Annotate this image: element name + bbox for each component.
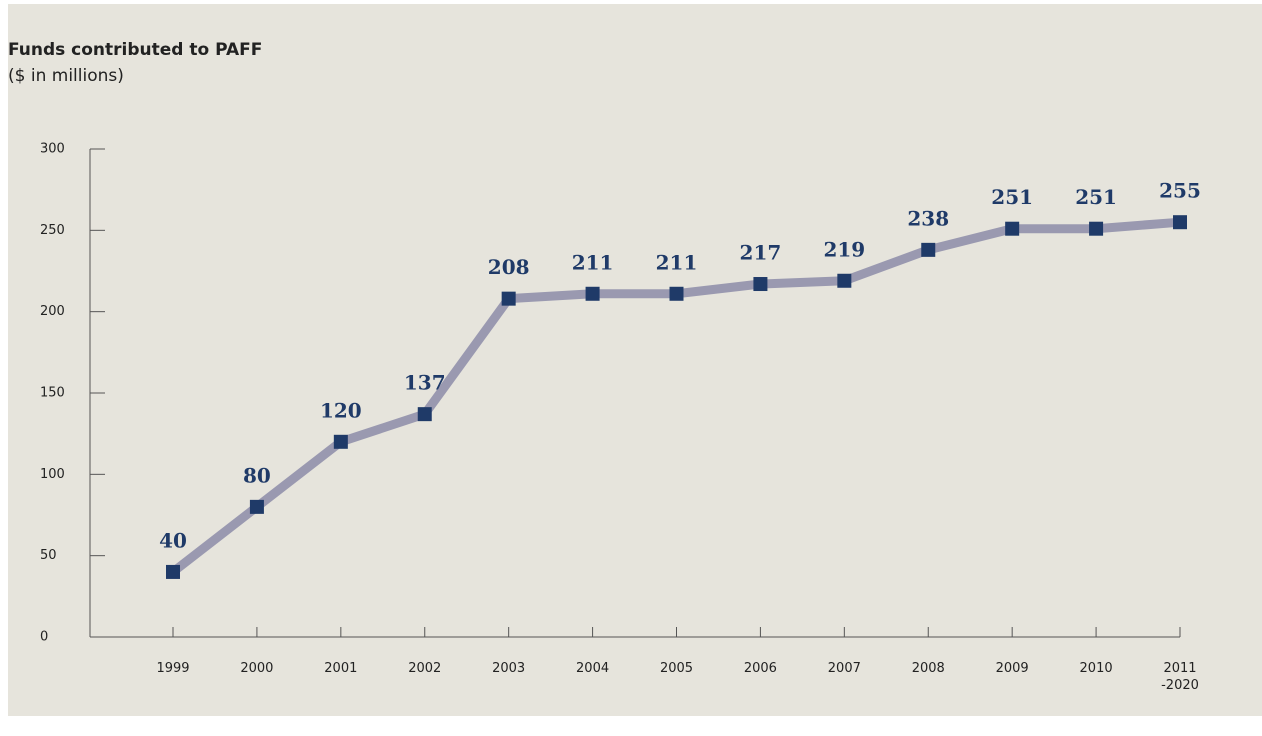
point-marker xyxy=(249,499,264,514)
series-line xyxy=(170,217,1181,576)
x-tick-label: 2011 -2020 xyxy=(1161,661,1199,693)
point-marker xyxy=(1089,221,1104,236)
x-tick-label: 2000 xyxy=(240,661,274,676)
point-marker xyxy=(166,564,180,579)
point-marker xyxy=(669,286,684,301)
x-tick-label: 2009 xyxy=(995,661,1029,676)
y-tick-label: 150 xyxy=(40,386,65,401)
chart-panel xyxy=(8,4,1262,716)
value-label: 120 xyxy=(320,398,362,422)
y-tick-label: 50 xyxy=(40,548,57,563)
x-tick-label: 2001 xyxy=(324,661,358,676)
chart-title: Funds contributed to PAFF xyxy=(8,40,262,60)
value-label: 238 xyxy=(907,206,949,230)
y-tick-label: 0 xyxy=(40,630,48,645)
y-tick-label: 200 xyxy=(40,304,65,319)
value-label: 137 xyxy=(404,371,446,395)
point-marker xyxy=(501,291,516,306)
x-tick-label: 1999 xyxy=(156,661,190,676)
x-tick-label: 2002 xyxy=(408,661,442,676)
point-marker xyxy=(333,434,348,449)
x-tick-label: 2005 xyxy=(659,661,694,676)
point-marker xyxy=(837,273,852,288)
chart-subtitle: ($ in millions) xyxy=(8,66,124,86)
point-marker xyxy=(417,407,432,422)
point-marker xyxy=(585,286,600,301)
x-tick-label: 2006 xyxy=(743,661,777,676)
value-label: 255 xyxy=(1159,179,1201,203)
point-marker xyxy=(753,277,768,292)
value-label: 251 xyxy=(1075,185,1117,209)
point-marker xyxy=(1173,215,1187,230)
value-label: 217 xyxy=(740,241,782,265)
y-tick-label: 100 xyxy=(40,467,65,482)
value-label: 211 xyxy=(656,250,698,274)
x-tick-label: 2010 xyxy=(1079,661,1113,676)
x-tick-label: 2008 xyxy=(911,661,945,676)
point-marker xyxy=(921,242,936,257)
x-tick-label: 2004 xyxy=(576,661,610,676)
y-tick-label: 300 xyxy=(40,142,65,157)
value-label: 211 xyxy=(572,250,614,274)
value-label: 251 xyxy=(991,185,1033,209)
value-label: 40 xyxy=(159,528,187,552)
value-label: 208 xyxy=(488,255,530,279)
point-marker xyxy=(1005,221,1020,236)
y-tick-label: 250 xyxy=(40,223,65,238)
x-tick-label: 2003 xyxy=(492,661,526,676)
x-tick-label: 2007 xyxy=(827,661,861,676)
value-label: 80 xyxy=(243,463,271,487)
value-label: 219 xyxy=(823,237,865,261)
